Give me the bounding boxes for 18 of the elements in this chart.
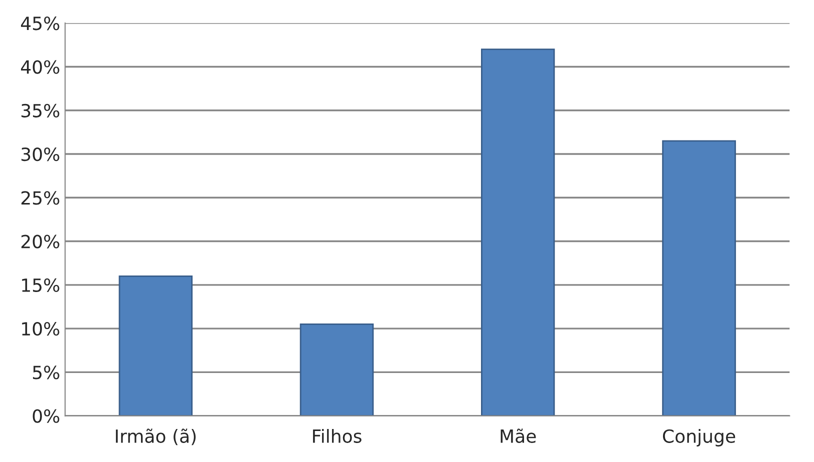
y-tick-label: 35% [22,104,60,118]
y-tick-label: 20% [21,234,60,248]
y-tick-label: 10% [22,322,60,336]
bar [118,275,193,416]
y-tick-label: 0% [32,409,60,423]
y-tick-label: 5% [33,366,60,380]
x-tick-label: Filhos [313,428,362,443]
bar [480,48,555,416]
x-tick-label: Irmão (ã) [116,428,196,446]
y-tick-label: 25% [21,191,60,205]
y-tick-label: 40% [21,60,60,74]
y-tick-label: 30% [22,147,60,162]
y-tick-label: 15% [22,278,60,292]
bar [300,323,374,416]
y-tick-label: 45% [21,16,60,30]
bar [662,140,736,416]
x-tick-label: Conjuge [662,428,736,446]
x-tick-label: Mãe [500,428,536,443]
